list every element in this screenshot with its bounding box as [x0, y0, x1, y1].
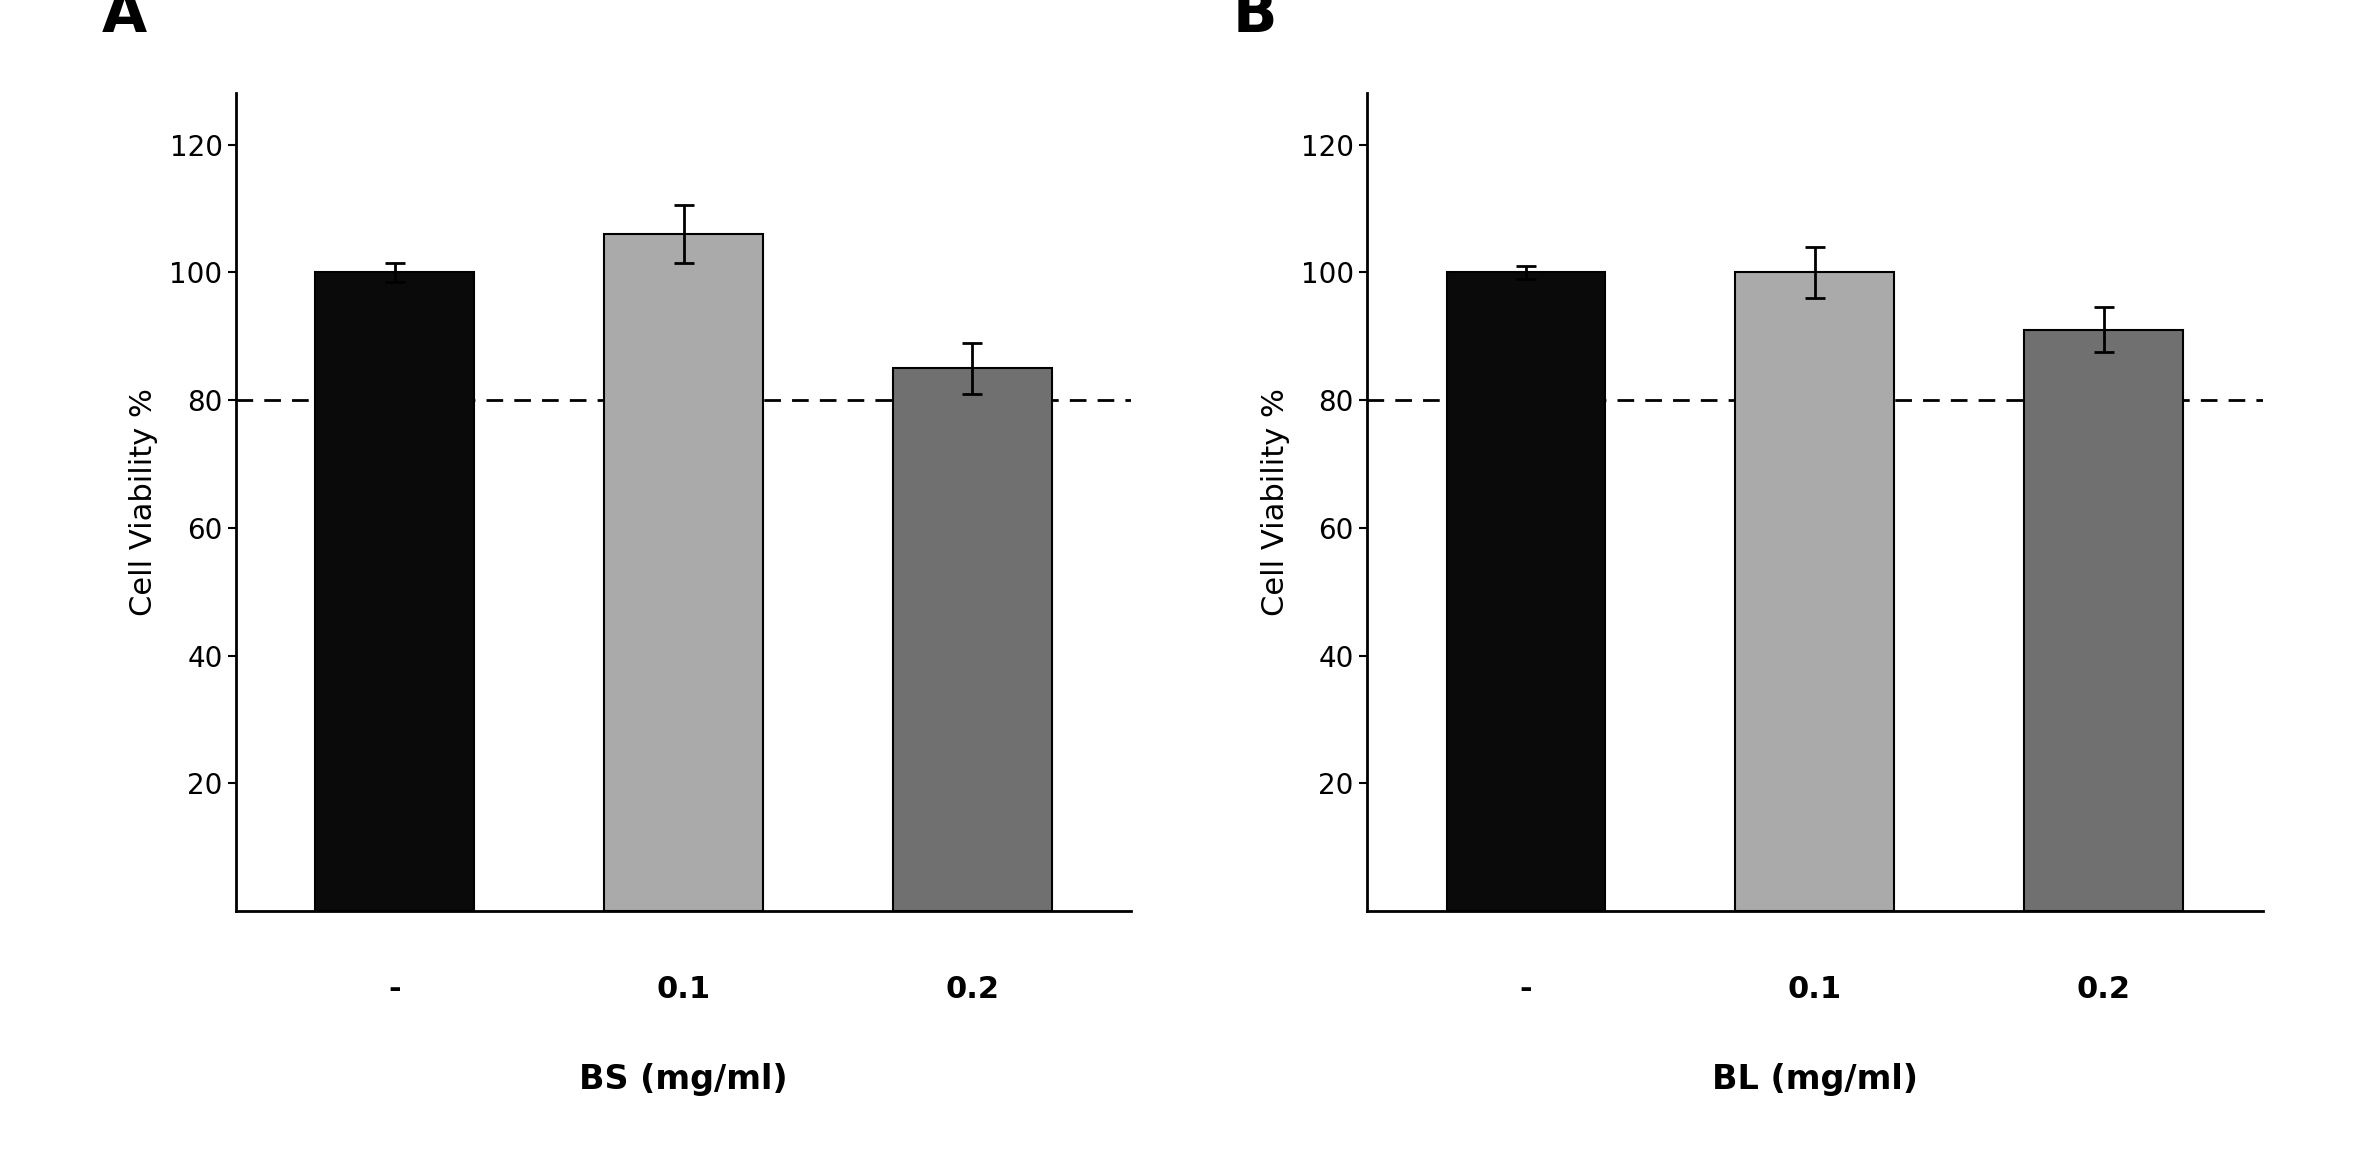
Y-axis label: Cell Viability %: Cell Viability %	[1261, 388, 1289, 617]
Text: BL (mg/ml): BL (mg/ml)	[1711, 1063, 1919, 1096]
Bar	[316, 272, 474, 911]
Bar	[1447, 272, 1605, 911]
Text: A: A	[101, 0, 146, 44]
Text: B: B	[1233, 0, 1277, 44]
Text: -: -	[389, 975, 401, 1004]
Text: 0.2: 0.2	[2077, 975, 2131, 1004]
Y-axis label: Cell Viability %: Cell Viability %	[130, 388, 158, 617]
Text: 0.1: 0.1	[658, 975, 709, 1004]
Text: 0.2: 0.2	[945, 975, 999, 1004]
Bar	[1735, 272, 1895, 911]
Text: BS (mg/ml): BS (mg/ml)	[580, 1063, 787, 1096]
Text: -: -	[1520, 975, 1532, 1004]
Bar	[893, 368, 1051, 911]
Bar	[603, 234, 764, 911]
Bar	[2025, 329, 2183, 911]
Text: 0.1: 0.1	[1789, 975, 1841, 1004]
